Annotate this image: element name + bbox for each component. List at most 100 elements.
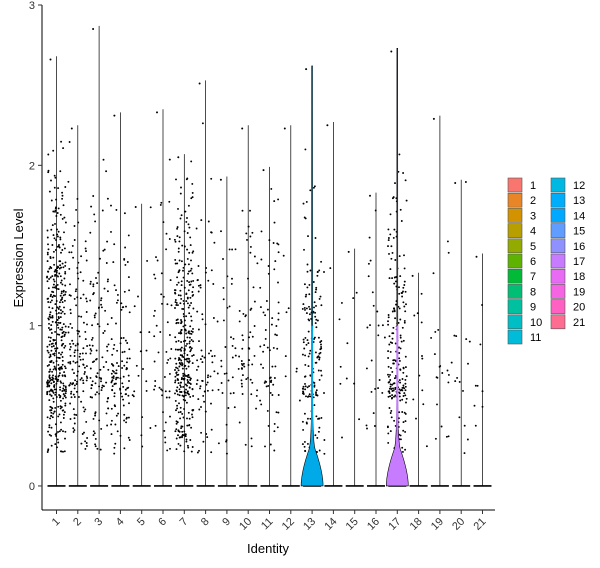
data-point bbox=[305, 312, 308, 315]
data-point bbox=[249, 209, 251, 212]
data-point bbox=[203, 390, 206, 393]
data-point bbox=[145, 380, 148, 383]
data-point bbox=[308, 352, 311, 355]
data-point bbox=[391, 310, 394, 313]
data-point bbox=[68, 384, 71, 387]
data-point bbox=[107, 407, 110, 410]
data-point bbox=[303, 283, 306, 286]
violins-layer bbox=[47, 25, 492, 487]
data-point bbox=[395, 303, 397, 306]
data-point bbox=[405, 375, 408, 378]
data-point bbox=[251, 381, 254, 384]
data-point bbox=[220, 359, 223, 362]
data-point bbox=[338, 318, 341, 321]
data-point bbox=[399, 208, 402, 211]
data-point bbox=[91, 396, 94, 399]
data-point bbox=[389, 268, 392, 271]
data-point bbox=[123, 257, 126, 260]
data-point bbox=[53, 410, 56, 413]
x-tick-label: 17 bbox=[386, 516, 403, 533]
data-point bbox=[241, 127, 244, 130]
data-point bbox=[312, 341, 315, 343]
data-point bbox=[230, 336, 232, 339]
data-point bbox=[107, 397, 110, 399]
data-point bbox=[51, 370, 54, 373]
data-point bbox=[56, 235, 59, 238]
data-point bbox=[128, 357, 131, 360]
data-point bbox=[69, 382, 72, 385]
data-point bbox=[60, 292, 63, 295]
data-point bbox=[318, 426, 321, 429]
data-point bbox=[71, 368, 74, 371]
data-point bbox=[114, 442, 117, 445]
data-point bbox=[50, 199, 53, 202]
data-point bbox=[199, 387, 201, 390]
data-point bbox=[266, 346, 269, 349]
data-point bbox=[94, 393, 97, 396]
data-point bbox=[387, 237, 390, 239]
data-point bbox=[99, 368, 102, 371]
data-point bbox=[74, 344, 77, 347]
data-point bbox=[186, 248, 189, 251]
data-point bbox=[387, 357, 390, 359]
data-point bbox=[393, 359, 396, 362]
data-point bbox=[387, 375, 390, 378]
data-point bbox=[62, 266, 65, 269]
data-point bbox=[159, 203, 162, 206]
data-point bbox=[238, 355, 241, 358]
data-point bbox=[49, 58, 52, 61]
data-point bbox=[52, 374, 54, 377]
data-point bbox=[59, 264, 62, 267]
data-point bbox=[186, 217, 188, 219]
data-point bbox=[391, 396, 394, 399]
data-point bbox=[79, 352, 82, 355]
data-point bbox=[95, 277, 97, 279]
data-point bbox=[302, 428, 305, 431]
data-point bbox=[377, 334, 380, 337]
data-point bbox=[89, 280, 92, 283]
data-point bbox=[61, 262, 64, 265]
data-point bbox=[376, 310, 379, 313]
data-point bbox=[277, 318, 280, 321]
data-point bbox=[174, 258, 177, 261]
data-point bbox=[94, 437, 97, 440]
data-point bbox=[52, 339, 55, 342]
data-point bbox=[176, 404, 179, 407]
data-point bbox=[398, 391, 401, 394]
data-point bbox=[60, 298, 63, 301]
data-point bbox=[181, 307, 184, 310]
data-point bbox=[125, 417, 128, 420]
data-point bbox=[188, 330, 190, 333]
data-point bbox=[175, 322, 178, 325]
x-tick-label: 8 bbox=[199, 516, 212, 529]
data-point bbox=[251, 231, 254, 234]
data-point bbox=[186, 444, 189, 447]
data-point bbox=[398, 357, 401, 360]
data-point bbox=[474, 424, 477, 427]
data-point bbox=[176, 393, 179, 396]
data-point bbox=[403, 319, 406, 322]
data-point bbox=[47, 318, 50, 321]
data-point bbox=[238, 309, 241, 312]
data-point bbox=[53, 365, 56, 368]
data-point bbox=[79, 358, 82, 361]
data-point bbox=[181, 244, 184, 247]
data-point bbox=[191, 330, 194, 333]
data-point bbox=[100, 377, 103, 380]
data-point bbox=[70, 127, 73, 130]
data-point bbox=[434, 330, 437, 333]
data-point bbox=[308, 313, 311, 316]
data-point bbox=[49, 256, 52, 258]
data-point bbox=[308, 283, 311, 286]
data-point bbox=[402, 290, 404, 293]
data-point bbox=[102, 332, 105, 334]
data-point bbox=[374, 387, 377, 390]
data-point bbox=[153, 388, 156, 391]
data-point bbox=[106, 197, 109, 200]
data-point bbox=[168, 200, 171, 203]
data-point bbox=[242, 362, 245, 365]
data-point bbox=[210, 269, 213, 272]
data-point bbox=[70, 392, 72, 395]
data-point bbox=[404, 355, 407, 358]
data-point bbox=[52, 345, 55, 347]
